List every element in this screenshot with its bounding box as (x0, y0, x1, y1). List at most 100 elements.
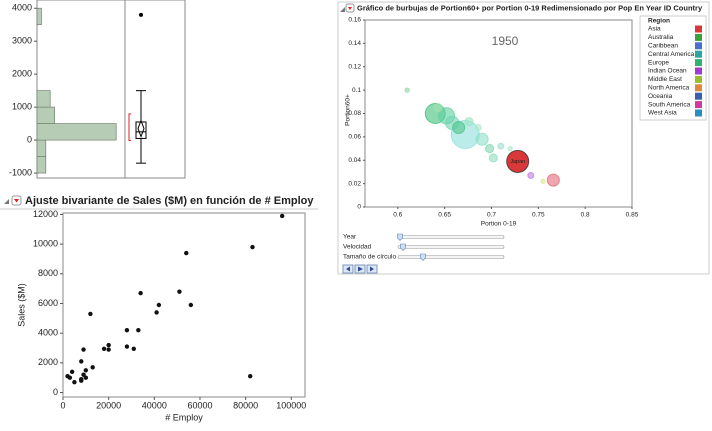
y-tick-label: 4000 (12, 3, 32, 13)
play-icon (358, 266, 363, 272)
histogram-bar (36, 106, 55, 124)
y-axis-label: Sales ($M) (16, 283, 26, 327)
y-tick-label: 4000 (38, 328, 58, 338)
x-tick-label: 20000 (96, 400, 121, 410)
slider-track (397, 245, 505, 249)
legend-swatch (695, 50, 702, 58)
point (124, 344, 130, 349)
legend-swatch (695, 33, 702, 41)
legend-label: Indian Ocean (648, 68, 687, 75)
point (188, 302, 194, 308)
point (156, 302, 162, 308)
point (88, 311, 93, 317)
point (69, 369, 75, 374)
legend-label: Middle East (648, 76, 682, 83)
slider-thumb[interactable] (400, 243, 406, 251)
slider-label: Velocidad (343, 244, 372, 251)
x-tick-label: 60000 (187, 400, 212, 410)
legend-swatch (695, 75, 702, 83)
y-tick-label: 0.04 (348, 157, 361, 164)
y-tick-label: 12000 (33, 209, 58, 219)
menu-arrow (14, 199, 19, 203)
bubble (497, 142, 505, 150)
x-tick-label: 0 (60, 400, 65, 410)
outline-toggle[interactable] (4, 199, 9, 204)
point (79, 378, 84, 383)
legend-label: North America (648, 85, 690, 92)
y-tick-label: 0.12 (348, 63, 361, 70)
bubble (475, 132, 489, 146)
outlier (139, 12, 143, 17)
point (184, 250, 189, 256)
point (248, 374, 253, 379)
legend-swatch (695, 25, 702, 33)
bubble (488, 153, 498, 163)
legend-label: West Asia (648, 110, 677, 117)
legend-swatch (695, 84, 702, 92)
bubble-label: Japan (510, 159, 525, 165)
legend-label: South America (648, 101, 691, 108)
bubble (404, 87, 410, 93)
point (83, 368, 89, 373)
x-axis-label: # Employ (165, 412, 203, 422)
slider-thumb[interactable] (420, 253, 426, 261)
y-tick-label: 0.1 (352, 87, 361, 94)
histogram-bar (36, 7, 42, 26)
menu-arrow (348, 7, 352, 10)
y-tick-label: 0.06 (348, 134, 361, 141)
step-icon (370, 266, 374, 272)
legend-swatch (695, 42, 702, 50)
legend-label: Oceania (648, 93, 673, 100)
legend-label: Asia (648, 26, 661, 33)
histogram-frame (36, 0, 186, 179)
scatter-frame (62, 212, 306, 398)
point (81, 347, 86, 352)
y-tick-label: 3000 (12, 36, 32, 46)
y-tick-label: 0.08 (348, 110, 361, 117)
legend-swatch (695, 92, 702, 100)
y-tick-label: 10000 (33, 239, 58, 249)
point (79, 359, 84, 364)
point (106, 347, 111, 352)
point (83, 375, 89, 380)
x-tick-label: 40000 (142, 400, 167, 410)
legend-label: Australia (648, 34, 674, 41)
bubble (485, 144, 495, 154)
y-tick-label: 0.16 (348, 17, 361, 24)
bubble (527, 171, 535, 179)
outline-toggle[interactable] (340, 7, 345, 12)
rewind-icon (346, 266, 350, 272)
legend-label: Caribbean (648, 43, 678, 50)
bubble (452, 120, 466, 135)
histogram-bar (36, 139, 47, 157)
x-tick-label: 0.8 (581, 212, 590, 219)
point (279, 213, 285, 219)
y-axis-label: Portion60+ (345, 94, 352, 126)
x-tick-label: 0.65 (438, 212, 451, 219)
bubble (474, 124, 482, 131)
y-tick-label: 0.14 (348, 40, 361, 47)
histogram-bar (36, 123, 117, 141)
point (124, 328, 130, 333)
bubble (546, 173, 560, 187)
point (101, 346, 107, 351)
panel-title: Gráfico de burbujas de Portion60+ por Po… (357, 3, 703, 12)
y-tick-label: 1000 (12, 102, 32, 112)
point (81, 372, 86, 377)
point (106, 342, 111, 348)
legend-label: Europe (648, 59, 669, 66)
histogram-bar (36, 90, 51, 108)
histogram-bar (36, 156, 47, 174)
slider-thumb[interactable] (397, 233, 403, 241)
point (250, 244, 255, 250)
y-tick-label: 6000 (38, 298, 58, 308)
y-tick-label: 2000 (12, 69, 32, 79)
shortest-half (128, 113, 131, 141)
slider-label: Year (343, 234, 357, 241)
point (65, 374, 70, 379)
x-tick-label: 0.7 (487, 212, 496, 219)
y-tick-label: 0.02 (348, 180, 361, 187)
point (136, 328, 141, 333)
slider-track (397, 255, 505, 259)
